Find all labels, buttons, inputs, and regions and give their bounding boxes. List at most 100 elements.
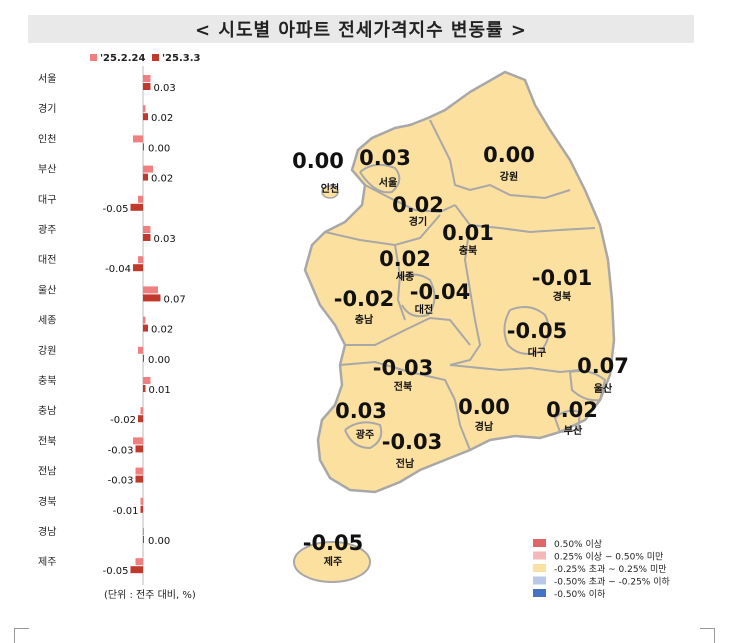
map-region-인천: 인천 [321, 182, 339, 195]
map-region-강원: 강원 [500, 170, 518, 183]
map-legend-swatch [533, 589, 546, 597]
bar-경북-1 [140, 497, 143, 505]
map-value-경기: 0.02 [392, 193, 444, 217]
map-value-강원: 0.00 [483, 143, 535, 167]
map-region-대구: 대구 [528, 346, 546, 359]
category-label: 울산 [38, 284, 56, 296]
jeju-island [293, 541, 371, 583]
bar-전남-2 [135, 475, 143, 483]
value-label: 0.03 [154, 234, 176, 245]
incheon-island [321, 185, 339, 199]
bar-제주-2 [130, 566, 143, 574]
value-label: -0.01 [113, 506, 139, 517]
map-legend-label: -0.25% 초과 ~ 0.25% 미만 [554, 564, 667, 575]
map-region-대전: 대전 [415, 303, 433, 316]
map-region-세종: 세종 [396, 270, 414, 283]
bar-부산-1 [143, 165, 153, 173]
bar-인천-1 [133, 135, 143, 143]
category-label: 세종 [38, 315, 56, 327]
map-region-경남: 경남 [475, 420, 494, 433]
bar-서울-2 [143, 83, 151, 90]
map-legend-label: 0.50% 이상 [554, 539, 602, 550]
bar-충남-2 [138, 415, 143, 423]
map-region-제주: 제주 [324, 555, 342, 568]
bar-인천-2 [143, 143, 144, 151]
chart-title: < 시도별 아파트 전세가격지수 변동률 > [28, 15, 694, 43]
bar-광주-1 [143, 226, 151, 233]
map-region-전남: 전남 [396, 457, 415, 470]
bar-세종-1 [143, 316, 146, 324]
category-label: 경남 [38, 525, 56, 538]
bar-전북-1 [133, 437, 143, 445]
bar-충북-2 [143, 385, 146, 392]
map-value-세종: 0.02 [379, 247, 431, 271]
map-value-광주: 0.03 [335, 399, 387, 423]
bar-울산-2 [143, 294, 161, 302]
bar-경남-2 [143, 536, 144, 543]
map-legend: 0.50% 이상 0.25% 이상 ~ 0.50% 미만-0.25% 초과 ~ 0… [533, 539, 671, 600]
map-value-인천: 0.00 [292, 149, 344, 173]
bar-광주-2 [143, 234, 151, 241]
category-label: 강원 [38, 345, 56, 357]
bar-전북-2 [135, 445, 143, 453]
category-label: 광주 [38, 224, 56, 236]
bar-부산-2 [143, 173, 148, 181]
value-label: 0.03 [154, 83, 176, 94]
map-legend-label: 0.25% 이상 ~ 0.50% 미만 [554, 552, 663, 563]
value-label: 0.02 [151, 174, 173, 185]
map-region-전북: 전북 [394, 380, 412, 393]
bar-서울-1 [143, 75, 151, 82]
map-value-대구: -0.05 [507, 319, 568, 343]
map-region-충남: 충남 [355, 313, 374, 326]
bar-경기-1 [143, 105, 146, 113]
bar-경남-1 [143, 528, 144, 535]
map-value-전남: -0.03 [382, 430, 443, 454]
value-label: 0.07 [164, 294, 186, 305]
legend-swatch-2 [152, 54, 159, 61]
value-label: 0.00 [148, 355, 170, 366]
bar-강원-1 [138, 346, 143, 354]
map-value-울산: 0.07 [577, 354, 629, 378]
region-borders [324, 119, 607, 451]
value-label: -0.03 [108, 445, 134, 456]
value-label: -0.02 [110, 415, 136, 426]
bar-세종-2 [143, 324, 148, 332]
category-label: 충북 [38, 375, 56, 387]
map-region-서울: 서울 [379, 176, 397, 189]
map-region-경북: 경북 [553, 290, 571, 303]
legend-label-2: '25.3.3 [162, 53, 201, 64]
bar-대구-1 [138, 195, 143, 203]
value-label: 0.00 [148, 536, 170, 547]
category-label: 인천 [38, 133, 56, 145]
value-label: 0.02 [151, 113, 173, 124]
bar-강원-2 [143, 354, 144, 362]
bar-대전-1 [138, 256, 143, 264]
bar-chart: 서울 0.03 경기 0.02 인천 0.00 부산 0.02 대구 -0.05 광주 0.03 대전 -… [38, 66, 186, 585]
bar-충북-1 [143, 377, 151, 384]
map-value-경북: -0.01 [532, 266, 593, 290]
value-label: -0.03 [108, 476, 134, 487]
map-legend-swatch [533, 539, 546, 547]
category-label: 부산 [38, 164, 56, 176]
corner-mark [700, 628, 715, 643]
category-label: 전북 [38, 435, 56, 447]
map-region-경기: 경기 [409, 215, 427, 228]
map-legend-swatch [533, 564, 546, 572]
map-value-충남: -0.02 [334, 287, 395, 311]
map-region-부산: 부산 [564, 424, 583, 437]
map-value-대전: -0.04 [410, 280, 471, 304]
value-label: -0.05 [103, 204, 129, 215]
map-legend-swatch [533, 551, 546, 560]
mainland-shape [303, 70, 616, 494]
legend-label-1: '25.2.24 [100, 53, 145, 64]
map-legend-swatch [533, 576, 546, 585]
bar-전남-1 [135, 467, 143, 475]
value-label: -0.05 [103, 566, 129, 577]
value-label: 0.02 [151, 325, 173, 336]
category-label: 서울 [38, 73, 56, 85]
value-label: 0.01 [149, 385, 171, 396]
category-label: 전남 [38, 466, 56, 478]
